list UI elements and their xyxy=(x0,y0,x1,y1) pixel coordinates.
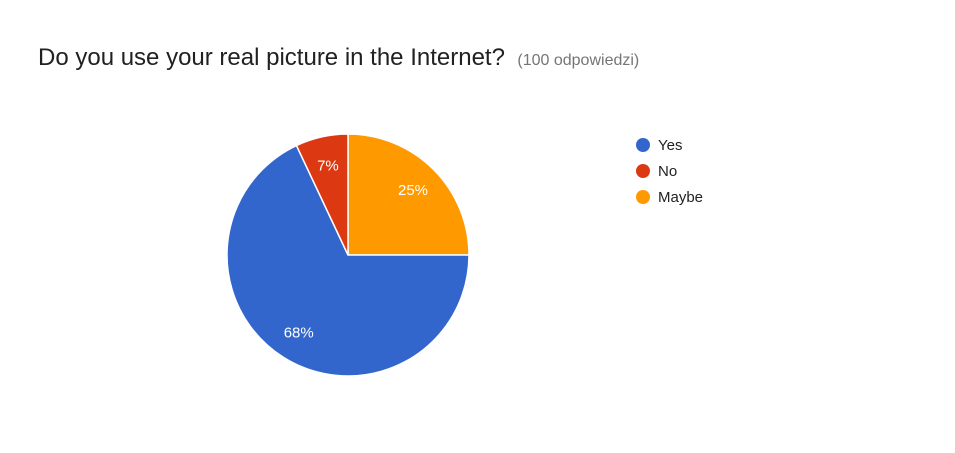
chart-header: Do you use your real picture in the Inte… xyxy=(38,44,639,72)
slice-label-no: 7% xyxy=(317,157,339,174)
chart-legend: Yes No Maybe xyxy=(636,132,703,210)
pie-slice-maybe[interactable] xyxy=(347,133,470,256)
slice-label-yes: 68% xyxy=(284,325,314,342)
slice-label-maybe: 25% xyxy=(398,182,428,199)
legend-label-yes: Yes xyxy=(658,136,683,154)
legend-swatch-yes xyxy=(636,138,650,152)
legend-item-no[interactable]: No xyxy=(636,158,703,184)
legend-swatch-maybe xyxy=(636,190,650,204)
legend-label-no: No xyxy=(658,162,678,180)
chart-title: Do you use your real picture in the Inte… xyxy=(38,44,505,71)
pie-slice-no[interactable] xyxy=(295,133,349,256)
legend-swatch-no xyxy=(636,164,650,178)
legend-label-maybe: Maybe xyxy=(658,188,704,206)
legend-item-yes[interactable]: Yes xyxy=(636,132,703,158)
response-count: (100 odpowiedzi) xyxy=(517,52,640,69)
legend-item-maybe[interactable]: Maybe xyxy=(636,184,703,210)
pie-slice-yes[interactable] xyxy=(226,144,470,377)
